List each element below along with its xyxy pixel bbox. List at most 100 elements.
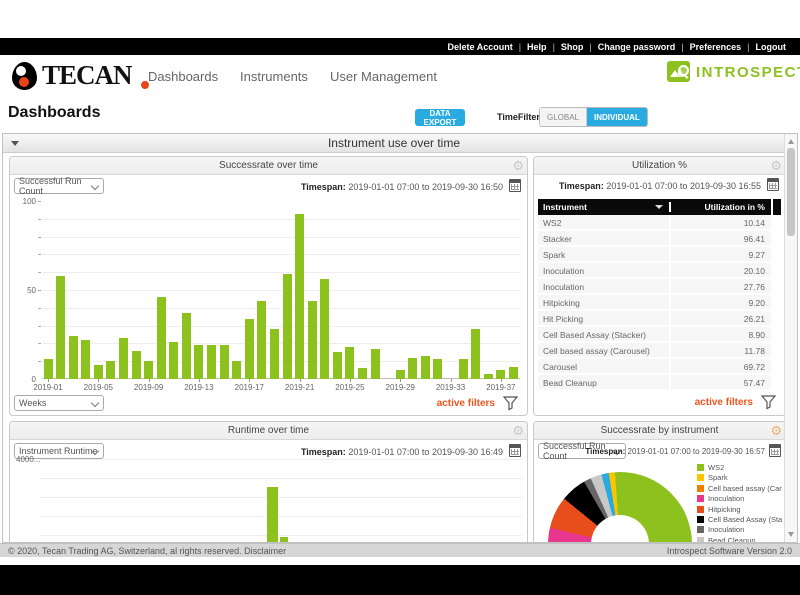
topbar-link-logout[interactable]: Logout (755, 41, 787, 52)
timespan-to: 2019-09-30 16:57 (701, 447, 765, 456)
chart-bar (106, 361, 116, 379)
calendar-icon[interactable] (767, 178, 779, 191)
chart-bar (282, 274, 292, 379)
gear-icon[interactable]: ⚙ (512, 158, 524, 173)
mountain-icon (670, 70, 680, 77)
legend-item[interactable]: Cell Based Assay (Sta (697, 515, 782, 524)
legend-item[interactable]: WS2 (697, 463, 724, 472)
chart-bar (370, 348, 380, 379)
chart-bar (508, 366, 518, 379)
filter-funnel-icon[interactable] (760, 393, 777, 410)
scroll-up-icon[interactable] (788, 139, 794, 144)
footer-version: Introspect Software Version 2.0 (666, 545, 792, 556)
x-tick-label: 2019-09 (133, 383, 164, 392)
table-row[interactable]: Inoculation 27.76 (538, 279, 771, 293)
nav-item-dashboards[interactable]: Dashboards (148, 69, 219, 84)
scroll-down-icon[interactable] (788, 532, 794, 537)
scrollbar-thumb[interactable] (787, 148, 795, 236)
collapse-triangle-icon[interactable] (11, 141, 19, 146)
legend-item[interactable]: Spark (697, 473, 728, 482)
chart-bar (219, 345, 229, 379)
footer-disclaimer-link[interactable]: Disclaimer (244, 545, 287, 556)
legend-label: Spark (708, 473, 728, 483)
cell-instrument: Cell Based Assay (Stacker) (538, 327, 671, 341)
x-tick-label: 2019-21 (284, 383, 315, 392)
cell-instrument: Hitpicking (538, 295, 671, 309)
legend-label: Bead Cleanup (708, 535, 756, 542)
legend-item[interactable]: Hitpicking (697, 505, 741, 514)
x-tick-label: 2019-37 (486, 383, 516, 392)
timefilter-individual-button[interactable]: INDIVIDUAL (587, 108, 647, 126)
gear-icon[interactable]: ⚙ (512, 423, 524, 438)
active-filters-link[interactable]: active filters (694, 397, 753, 408)
table-row[interactable]: Hit Picking 26.21 (538, 311, 771, 325)
table-row[interactable]: Bead Cleanup 57.47 (538, 375, 771, 389)
chart-bar (194, 345, 204, 379)
timespan-to: 2019-09-30 16:55 (689, 181, 761, 191)
table-row[interactable]: Inoculation 20.10 (538, 263, 771, 277)
column-header-instrument[interactable]: Instrument (538, 202, 671, 212)
metric-dropdown[interactable]: Instrument Runtime (14, 443, 104, 459)
legend-label: Cell Based Assay (Sta (708, 515, 783, 524)
calendar-icon[interactable] (509, 179, 521, 192)
legend-item[interactable]: Inoculation (697, 494, 744, 503)
timefilter-global-button[interactable]: GLOBAL (540, 108, 588, 126)
topbar-link-change-password[interactable]: Change password (597, 41, 676, 52)
chart-bar (307, 300, 317, 379)
topbar-link-shop[interactable]: Shop (560, 41, 584, 52)
nav-item-instruments[interactable]: Instruments (240, 69, 308, 84)
nav-item-user-management[interactable]: User Management (330, 69, 437, 84)
table-row[interactable]: Spark 9.27 (538, 247, 771, 261)
topbar-separator: | (681, 41, 684, 52)
topbar-link-delete-account[interactable]: Delete Account (447, 41, 513, 52)
chart-bar (295, 213, 305, 379)
legend-swatch (697, 516, 704, 523)
chart-bar (420, 355, 430, 379)
table-row[interactable]: Stacker 96.41 (538, 231, 771, 245)
legend-item[interactable]: Bead Cleanup (697, 536, 756, 542)
filter-funnel-icon[interactable] (502, 394, 519, 411)
chart-bar (395, 370, 405, 379)
calendar-icon[interactable] (509, 444, 521, 457)
gear-icon[interactable]: ⚙ (770, 158, 782, 173)
sort-descending-icon[interactable] (654, 205, 663, 209)
table-row[interactable]: Hitpicking 9.20 (538, 295, 771, 309)
panel-title-bar[interactable]: Runtime over time ⚙ (10, 422, 527, 440)
chart-bar (433, 359, 443, 379)
data-export-button[interactable]: DATA EXPORT (415, 109, 465, 127)
cell-utilization-value: 96.41 (743, 234, 765, 244)
chart-bar (483, 373, 493, 379)
table-row[interactable]: Cell based assay (Carousel) 11.78 (538, 343, 771, 357)
chart-bar (131, 350, 141, 379)
panel-title-bar[interactable]: Utilization % ⚙ (534, 157, 785, 175)
topbar-separator: | (589, 41, 592, 52)
gear-icon[interactable]: ⚙ (770, 423, 782, 438)
cell-utilization-value: 69.72 (743, 362, 765, 372)
chart-bar (257, 300, 267, 379)
column-header-utilization[interactable]: Utilization in % (671, 202, 771, 212)
panel-title-bar[interactable]: Successrate by instrument ⚙ (534, 422, 785, 440)
metric-dropdown[interactable]: Successful Run Count (538, 441, 626, 461)
active-filters-link[interactable]: active filters (436, 398, 495, 409)
table-row[interactable]: Carousel 69.72 (538, 359, 771, 373)
table-row[interactable]: WS2 10.14 (538, 215, 771, 229)
interval-dropdown-value: Weeks (19, 398, 47, 408)
chevron-down-icon (90, 398, 100, 408)
topbar-link-help[interactable]: Help (527, 41, 547, 52)
legend-item[interactable]: Cell based assay (Car (697, 484, 782, 493)
chart-bar (68, 336, 78, 379)
cell-utilization-value: 9.20 (748, 298, 765, 308)
panel-successrate-by-instrument: Successrate by instrument ⚙ Successful R… (533, 421, 786, 542)
panel-title-bar[interactable]: Successrate over time ⚙ (10, 157, 527, 175)
topbar-link-preferences[interactable]: Preferences (689, 41, 742, 52)
x-tick-label: 2019-29 (385, 383, 415, 392)
topbar-separator: | (552, 41, 555, 52)
metric-dropdown[interactable]: Successful Run Count (14, 176, 104, 196)
interval-dropdown[interactable]: Weeks (14, 395, 104, 411)
legend-item[interactable]: Inoculation (697, 525, 744, 534)
content-scrollbar[interactable] (784, 134, 797, 542)
calendar-icon[interactable] (769, 444, 781, 457)
x-tick-label: 2019-17 (234, 383, 264, 392)
table-row[interactable]: Cell Based Assay (Stacker) 8.90 (538, 327, 771, 341)
section-header[interactable]: Instrument use over time (3, 134, 785, 153)
